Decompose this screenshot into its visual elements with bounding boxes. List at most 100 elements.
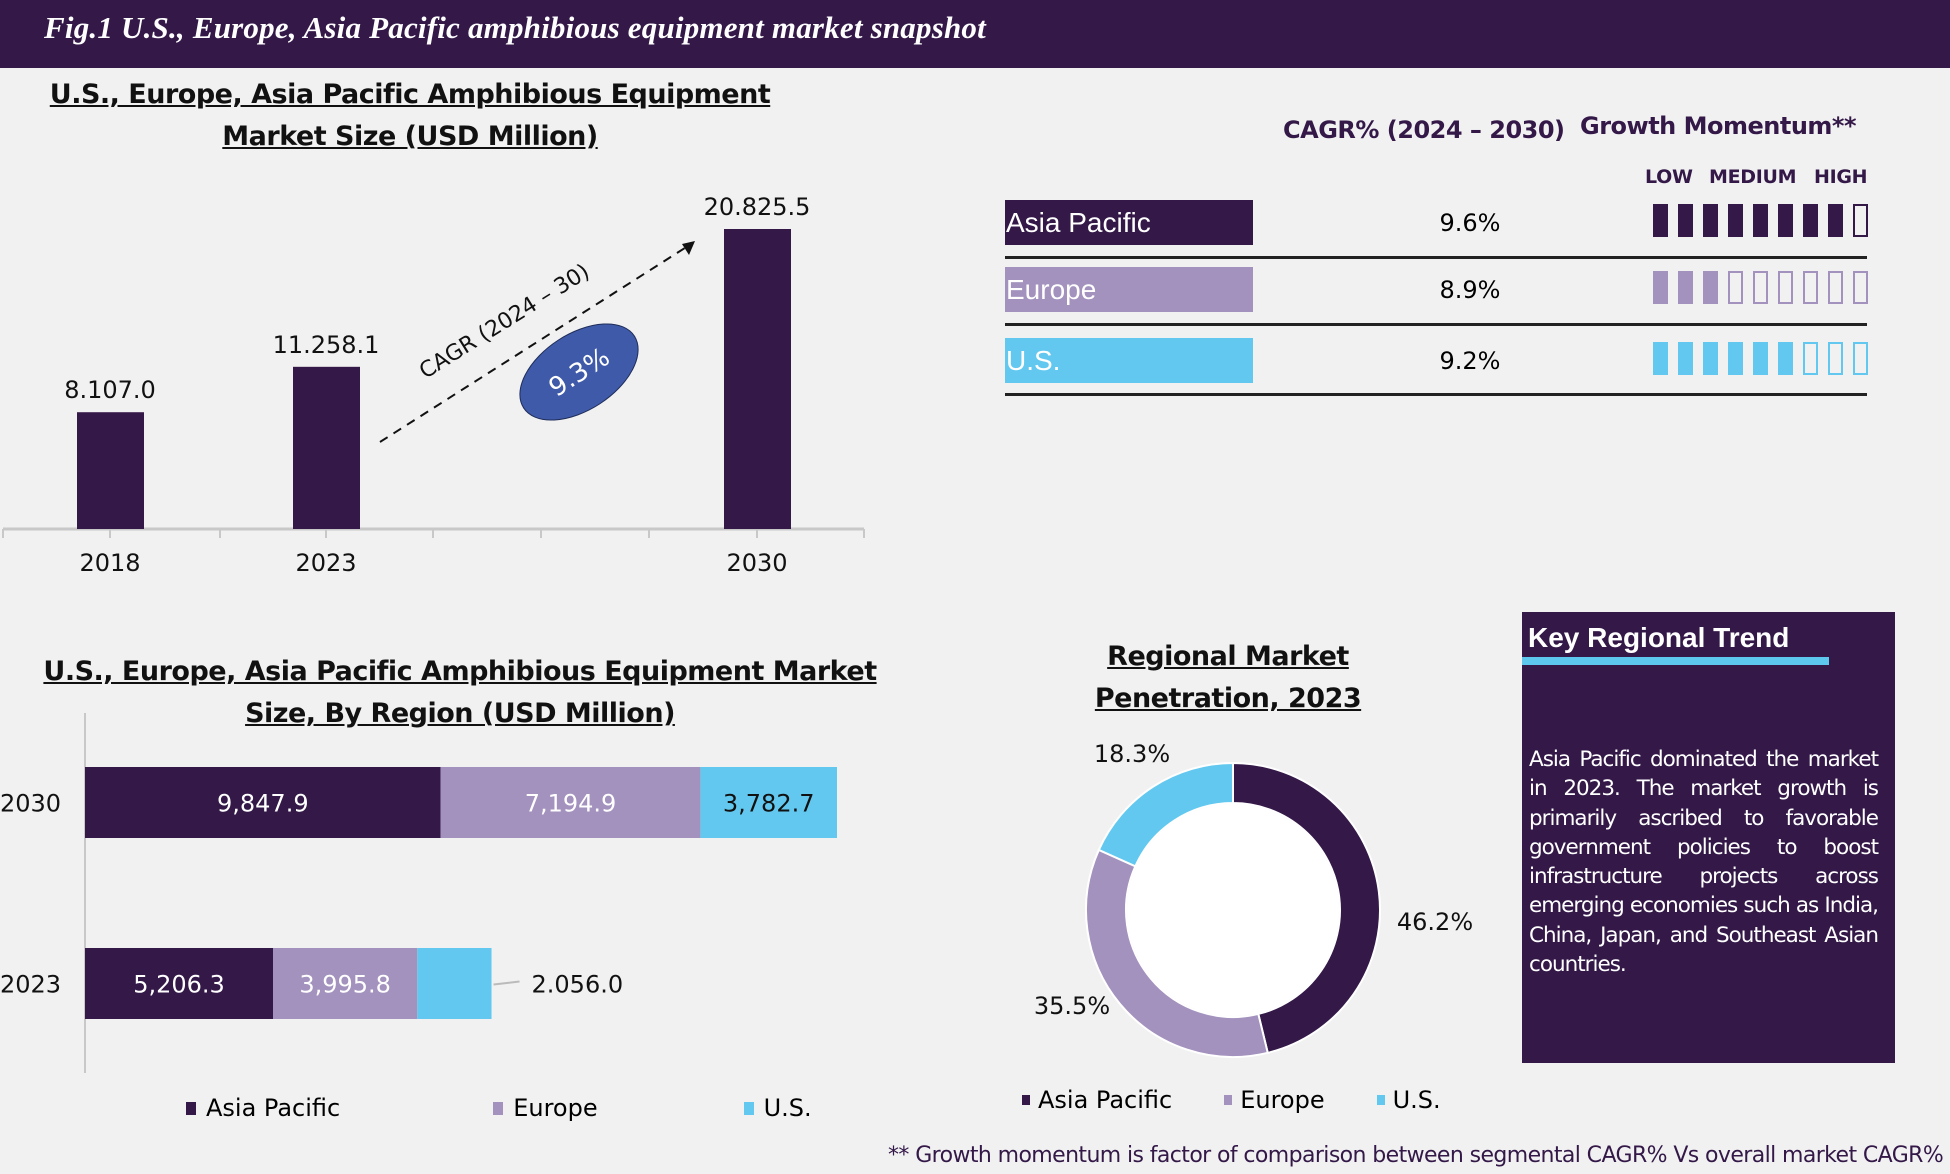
- growth-momentum-meter: [1653, 271, 1868, 304]
- legend-label: U.S.: [1392, 1086, 1441, 1114]
- legend-label: Asia Pacific: [206, 1094, 341, 1122]
- market-size-chart-title: U.S., Europe, Asia Pacific Amphibious Eq…: [20, 74, 800, 158]
- cagr-badge-ellipse: [519, 323, 639, 421]
- bar-segment-asia-pacific: [85, 948, 273, 1019]
- legend-label: Asia Pacific: [1038, 1086, 1173, 1114]
- penetration-donut-chart: 46.2% 35.5% 18.3%: [1034, 740, 1473, 1058]
- donut-slice-europe: [1085, 848, 1269, 1058]
- bar-value-label: 3,995.8: [299, 971, 391, 999]
- momentum-column-header: Growth Momentum**: [1580, 112, 1857, 140]
- cagr-arrow-head: [682, 241, 695, 255]
- donut-slice-u-s: [1097, 761, 1234, 868]
- cagr-value: 9.2%: [1439, 347, 1501, 375]
- title-line: U.S., Europe, Asia Pacific Amphibious Eq…: [49, 79, 771, 110]
- bar-2018: [77, 412, 144, 529]
- row-divider: [1005, 256, 1867, 259]
- bar-segment-europe: [440, 767, 701, 838]
- title-line: Size, By Region (USD Million): [245, 698, 675, 729]
- growth-momentum-meter: [1653, 342, 1868, 375]
- bar-value-label: 7,194.9: [525, 790, 617, 818]
- key-trend-title: Key Regional Trend: [1528, 622, 1790, 653]
- momentum-block-empty: [1778, 271, 1793, 304]
- momentum-block-filled: [1753, 342, 1768, 375]
- bar-segment-europe: [272, 948, 418, 1019]
- title-line: Penetration, 2023: [1094, 683, 1362, 714]
- cagr-value: 8.9%: [1439, 276, 1501, 304]
- x-tick-label: 2023: [295, 549, 356, 577]
- momentum-block-filled: [1653, 342, 1668, 375]
- bar-value-label: 3,782.7: [723, 790, 815, 818]
- momentum-block-filled: [1678, 342, 1693, 375]
- momentum-block-empty: [1853, 204, 1868, 237]
- momentum-block-filled: [1703, 204, 1718, 237]
- donut-slice-asia-pacific: [1232, 761, 1381, 1055]
- legend-label: Europe: [1240, 1086, 1325, 1114]
- bar-segment-asia-pacific: [85, 767, 441, 838]
- bar-value-label: 20.825.5: [704, 193, 811, 221]
- bar-segment-u-s: [417, 948, 492, 1019]
- momentum-block-empty: [1803, 271, 1818, 304]
- bar-value-label: 5,206.3: [133, 971, 225, 999]
- momentum-block-empty: [1803, 342, 1818, 375]
- legend-swatch-us: [743, 1101, 754, 1115]
- cagr-value: 9.6%: [1439, 209, 1501, 237]
- momentum-block-filled: [1753, 204, 1768, 237]
- momentum-block-filled: [1678, 271, 1693, 304]
- momentum-block-filled: [1828, 204, 1843, 237]
- momentum-scale-low: LOW: [1645, 166, 1693, 188]
- momentum-block-filled: [1728, 342, 1743, 375]
- figure-title: Fig.1 U.S., Europe, Asia Pacific amphibi…: [44, 10, 986, 45]
- region-label-asia-pacific: Asia Pacific: [1005, 200, 1253, 245]
- donut-value-label: 35.5%: [1034, 992, 1110, 1020]
- legend-label: Europe: [513, 1094, 598, 1122]
- figure-header: [0, 0, 1950, 68]
- momentum-block-empty: [1728, 271, 1743, 304]
- bar-2023: [293, 366, 360, 529]
- momentum-block-filled: [1778, 342, 1793, 375]
- momentum-block-filled: [1778, 204, 1793, 237]
- data-label-leader: [493, 980, 520, 986]
- region-label-u-s: U.S.: [1005, 338, 1253, 383]
- momentum-scale-high: HIGH: [1814, 166, 1868, 188]
- momentum-block-filled: [1653, 271, 1668, 304]
- title-line: U.S., Europe, Asia Pacific Amphibious Eq…: [43, 656, 877, 687]
- x-tick-label: 2030: [726, 549, 787, 577]
- legend-swatch-europe: [493, 1101, 504, 1115]
- x-tick-label: 2018: [79, 549, 140, 577]
- cagr-arrow-line: [379, 245, 689, 443]
- donut-value-label: 18.3%: [1094, 740, 1170, 768]
- legend-swatch-europe: [1224, 1095, 1233, 1105]
- momentum-block-filled: [1678, 204, 1693, 237]
- region-chart-title: U.S., Europe, Asia Pacific Amphibious Eq…: [20, 651, 900, 735]
- key-trend-body: Asia Pacific dominated the market in 202…: [1529, 747, 1879, 978]
- momentum-block-empty: [1853, 271, 1868, 304]
- bar-value-label: 9,847.9: [217, 790, 309, 818]
- growth-momentum-meter: [1653, 204, 1868, 237]
- row-divider: [1005, 323, 1867, 326]
- cagr-column-header: CAGR% (2024 – 2030): [1283, 116, 1565, 144]
- momentum-block-empty: [1753, 271, 1768, 304]
- donut-hole: [1127, 804, 1339, 1016]
- legend-swatch-us: [1376, 1095, 1385, 1105]
- cagr-badge: 9.3%: [519, 323, 639, 421]
- bar-value-label: 2.056.0: [532, 971, 624, 999]
- market-size-bar-chart: 8.107.0201811.258.1202320.825.52030CAGR …: [2, 193, 865, 577]
- momentum-block-empty: [1828, 271, 1843, 304]
- penetration-chart-title: Regional Market Penetration, 2023: [1058, 636, 1398, 720]
- momentum-block-empty: [1828, 342, 1843, 375]
- bar-value-label: 11.258.1: [273, 331, 380, 359]
- region-stacked-bar-chart: 2030 9,847.9 7,194.9 3,782.7 2023 5,206.3 3,99…: [0, 713, 837, 1073]
- footnote: ** Growth momentum is factor of comparis…: [888, 1143, 1944, 1168]
- title-line: Regional Market: [1107, 641, 1349, 672]
- donut-value-label: 46.2%: [1397, 908, 1473, 936]
- region-label-europe: Europe: [1005, 267, 1253, 312]
- key-trend-accent-bar: [1522, 657, 1829, 665]
- momentum-block-filled: [1653, 204, 1668, 237]
- row-divider: [1005, 393, 1867, 396]
- y-tick-label: 2023: [0, 971, 61, 999]
- bar-2030: [724, 229, 791, 529]
- legend-label: U.S.: [763, 1094, 812, 1122]
- bar-value-label: 8.107.0: [64, 376, 156, 404]
- region-chart-legend: Asia Pacific Europe U.S.: [186, 1094, 812, 1122]
- momentum-block-filled: [1728, 204, 1743, 237]
